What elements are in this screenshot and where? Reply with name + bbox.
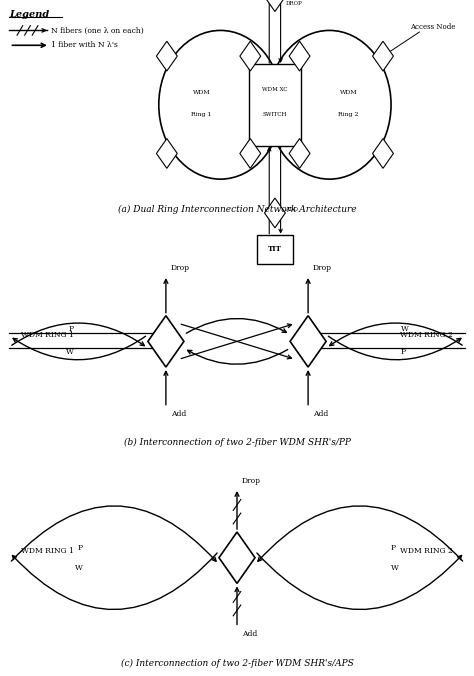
Polygon shape	[289, 139, 310, 168]
FancyArrowPatch shape	[329, 323, 462, 345]
FancyBboxPatch shape	[248, 64, 301, 146]
Text: Ring 2: Ring 2	[338, 112, 359, 118]
Text: P: P	[391, 544, 396, 552]
Text: Add: Add	[171, 410, 186, 418]
Text: TIT: TIT	[268, 245, 282, 254]
FancyArrowPatch shape	[164, 371, 168, 405]
Polygon shape	[373, 41, 393, 71]
Polygon shape	[156, 41, 177, 71]
Text: DROP: DROP	[285, 1, 302, 6]
Polygon shape	[148, 316, 184, 367]
Text: Add: Add	[313, 410, 328, 418]
Polygon shape	[156, 139, 177, 168]
FancyArrowPatch shape	[235, 587, 239, 625]
Polygon shape	[289, 41, 310, 71]
Text: W: W	[65, 347, 73, 356]
FancyArrowPatch shape	[181, 324, 292, 359]
Polygon shape	[264, 198, 285, 228]
FancyArrowPatch shape	[188, 349, 288, 364]
Text: WDM: WDM	[339, 90, 357, 95]
Text: Access Node: Access Node	[410, 23, 455, 31]
FancyArrowPatch shape	[386, 32, 419, 54]
FancyArrowPatch shape	[12, 43, 45, 47]
Polygon shape	[219, 532, 255, 583]
FancyArrowPatch shape	[306, 279, 310, 313]
Text: Legend: Legend	[9, 10, 50, 19]
Text: WDM RING 1: WDM RING 1	[21, 547, 74, 555]
Text: W: W	[75, 564, 83, 572]
Text: ADD: ADD	[285, 207, 298, 212]
FancyArrowPatch shape	[306, 371, 310, 405]
FancyArrowPatch shape	[279, 0, 283, 62]
FancyArrowPatch shape	[12, 323, 145, 345]
Text: 1 fiber with N λ's: 1 fiber with N λ's	[51, 41, 118, 49]
Text: WDM RING 1: WDM RING 1	[21, 331, 74, 339]
Text: WDM RING 2: WDM RING 2	[400, 547, 453, 555]
Polygon shape	[373, 139, 393, 168]
Text: (c) Interconnection of two 2-fiber WDM SHR's/APS: (c) Interconnection of two 2-fiber WDM S…	[120, 659, 354, 669]
Text: Ring 1: Ring 1	[191, 112, 212, 118]
Text: P: P	[401, 347, 406, 356]
Text: P: P	[78, 544, 83, 552]
Text: Drop: Drop	[171, 264, 190, 272]
Polygon shape	[290, 316, 326, 367]
Text: WDM: WDM	[192, 90, 210, 95]
Polygon shape	[240, 41, 261, 71]
FancyArrowPatch shape	[12, 553, 217, 610]
Text: P: P	[68, 325, 73, 333]
FancyArrowPatch shape	[186, 318, 286, 333]
Text: WDM XC: WDM XC	[262, 87, 288, 93]
Text: (b) Interconnection of two 2-fiber WDM SHR's/PP: (b) Interconnection of two 2-fiber WDM S…	[124, 438, 350, 448]
FancyArrowPatch shape	[279, 147, 283, 233]
FancyArrowPatch shape	[257, 553, 462, 610]
Text: Drop: Drop	[313, 264, 332, 272]
Text: SWITCH: SWITCH	[263, 112, 287, 118]
FancyArrowPatch shape	[42, 29, 46, 32]
Text: Drop: Drop	[242, 477, 261, 485]
Polygon shape	[264, 0, 285, 11]
Text: W: W	[391, 564, 399, 572]
FancyBboxPatch shape	[257, 235, 293, 264]
Text: W: W	[401, 325, 409, 333]
Text: (a) Dual Ring Interconnection Network Architecture: (a) Dual Ring Interconnection Network Ar…	[118, 205, 356, 214]
FancyArrowPatch shape	[267, 0, 271, 63]
FancyArrowPatch shape	[164, 279, 168, 313]
Text: Add: Add	[242, 630, 257, 638]
FancyArrowPatch shape	[235, 492, 239, 529]
FancyArrowPatch shape	[267, 147, 271, 234]
Text: N fibers (one λ on each): N fibers (one λ on each)	[51, 26, 144, 34]
Text: WDM RING 2: WDM RING 2	[400, 331, 453, 339]
Polygon shape	[240, 139, 261, 168]
FancyArrowPatch shape	[181, 324, 292, 358]
FancyArrowPatch shape	[11, 506, 216, 561]
FancyArrowPatch shape	[258, 506, 463, 561]
FancyArrowPatch shape	[13, 336, 146, 360]
FancyArrowPatch shape	[328, 336, 461, 360]
